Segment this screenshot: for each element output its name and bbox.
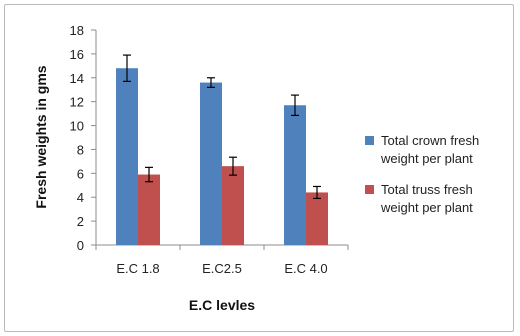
bar-crown-2 [284, 105, 306, 245]
y-tick-label: 18 [70, 23, 84, 38]
x-tick-label: E.C2.5 [202, 261, 242, 276]
y-axis-title: Fresh weights in gms [33, 65, 49, 208]
bar-truss-2 [306, 192, 328, 245]
bar-truss-1 [222, 166, 244, 245]
error-bar [229, 156, 237, 176]
y-tick-label: 0 [77, 238, 84, 253]
bar-crown-0 [116, 68, 138, 245]
x-axis-title: E.C levles [189, 297, 255, 313]
y-tick-label: 10 [70, 119, 84, 134]
y-tick-label: 16 [70, 47, 84, 62]
error-bar [123, 54, 131, 82]
y-tick-label: 8 [77, 142, 84, 157]
y-tick-label: 2 [77, 214, 84, 229]
y-tick-label: 4 [77, 190, 84, 205]
chart-frame [4, 4, 514, 332]
legend-swatch-truss [365, 185, 374, 194]
error-bar [207, 77, 215, 88]
error-bar [291, 94, 299, 117]
legend-swatch-crown [365, 136, 374, 145]
x-axis-ticks: E.C 1.8 E.C2.5 E.C 4.0 [95, 245, 349, 276]
bar-truss-0 [138, 174, 160, 245]
y-tick-label: 14 [70, 71, 84, 86]
legend-label-crown-line2: weight per plant [380, 151, 473, 166]
bars-group [116, 68, 328, 245]
error-bars-group [123, 54, 321, 200]
legend-label-crown-line1: Total crown fresh [381, 133, 479, 148]
legend-label-truss-line2: weight per plant [380, 200, 473, 215]
y-tick-label: 12 [70, 95, 84, 110]
y-axis-ticks: 0 2 4 6 8 10 12 14 16 18 [70, 23, 96, 253]
x-tick-label: E.C 1.8 [116, 261, 159, 276]
legend: Total crown fresh weight per plant Total… [365, 133, 479, 215]
error-bar [313, 185, 321, 200]
y-tick-label: 6 [77, 166, 84, 181]
bar-crown-1 [200, 82, 222, 245]
error-bar [145, 166, 153, 183]
x-tick-label: E.C 4.0 [284, 261, 327, 276]
legend-label-truss-line1: Total truss fresh [381, 182, 473, 197]
